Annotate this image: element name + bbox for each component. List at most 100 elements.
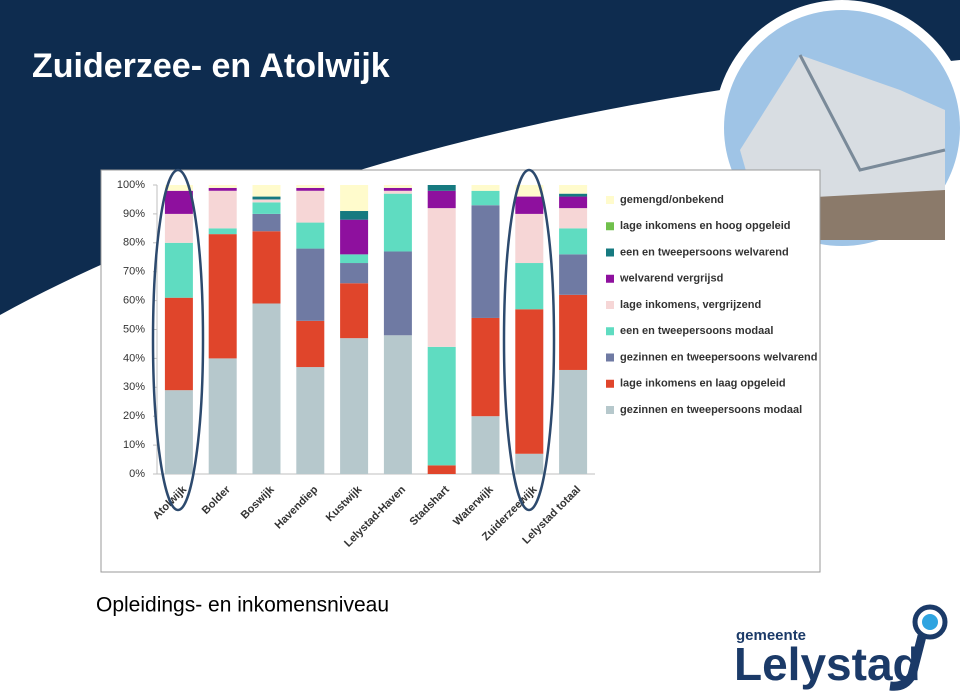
bar-segment bbox=[559, 369, 588, 474]
bar-segment bbox=[515, 213, 544, 264]
bar-segment bbox=[340, 254, 369, 264]
bar-segment bbox=[208, 187, 237, 191]
bar-segment bbox=[208, 190, 237, 229]
highlight-ellipse bbox=[151, 168, 205, 512]
bar-segment bbox=[471, 185, 500, 191]
bar-segment bbox=[296, 185, 325, 188]
logo-stroke bbox=[889, 634, 927, 691]
bar-segment bbox=[383, 251, 412, 336]
bar-segment bbox=[427, 208, 456, 347]
legend-label: lage inkomens en hoog opgeleid bbox=[620, 220, 791, 232]
bar-segment bbox=[208, 234, 237, 359]
y-tick-label: 80% bbox=[123, 237, 145, 249]
legend-label: een en tweepersoons modaal bbox=[620, 325, 773, 337]
bar-segment bbox=[252, 199, 281, 203]
bar-segment bbox=[164, 190, 193, 214]
bar-segment bbox=[164, 390, 193, 474]
bar-segment bbox=[252, 303, 281, 474]
bar-segment bbox=[559, 228, 588, 255]
bar-segment bbox=[515, 263, 544, 310]
bar-segment bbox=[296, 367, 325, 474]
bar-segment bbox=[296, 248, 325, 321]
bar-segment bbox=[383, 185, 412, 188]
logo: gemeente Lelystad bbox=[734, 604, 948, 691]
legend-swatch bbox=[606, 353, 614, 362]
bar-segment bbox=[340, 283, 369, 339]
legend-label: gezinnen en tweepersoons modaal bbox=[620, 404, 802, 416]
photo-detail bbox=[798, 54, 946, 172]
y-tick-label: 30% bbox=[123, 381, 145, 393]
y-tick-label: 90% bbox=[123, 208, 145, 220]
bar-segment bbox=[559, 185, 588, 194]
legend-swatch bbox=[606, 406, 614, 414]
bar-segment bbox=[515, 196, 544, 214]
bar-segment bbox=[164, 185, 193, 191]
bar-segment bbox=[296, 320, 325, 368]
bar-segment bbox=[559, 208, 588, 229]
bar-segment bbox=[515, 185, 544, 197]
bar-segment bbox=[252, 231, 281, 304]
bar-segment bbox=[340, 338, 369, 474]
legend-swatch bbox=[606, 248, 614, 257]
bar-segment bbox=[252, 185, 281, 197]
legend-label: lage inkomens, vergrijzend bbox=[620, 299, 761, 311]
bar-segment bbox=[515, 309, 544, 454]
legend-swatch bbox=[606, 222, 614, 231]
legend-label: lage inkomens en laag opgeleid bbox=[620, 378, 786, 390]
legend-swatch bbox=[606, 274, 614, 283]
bar-segment bbox=[471, 190, 500, 206]
legend-swatch bbox=[606, 327, 614, 336]
bar-segment bbox=[340, 211, 369, 220]
bar-segment bbox=[296, 190, 325, 223]
y-tick-label: 10% bbox=[123, 439, 145, 451]
y-tick-label: 20% bbox=[123, 410, 145, 422]
bar-segment bbox=[208, 358, 237, 474]
bar-segment bbox=[515, 453, 544, 474]
bar-segment bbox=[427, 465, 456, 474]
y-tick-label: 40% bbox=[123, 352, 145, 364]
bar-segment bbox=[471, 416, 500, 474]
bar-segment bbox=[252, 202, 281, 214]
y-tick-label: 60% bbox=[123, 295, 145, 307]
bar-segment bbox=[559, 193, 588, 197]
legend-label: gezinnen en tweepersoons welvarend bbox=[620, 351, 817, 363]
legend-swatch bbox=[606, 301, 614, 309]
bar-segment bbox=[383, 193, 412, 252]
bar-segment bbox=[208, 228, 237, 235]
bar-segment bbox=[471, 205, 500, 318]
y-tick-label: 50% bbox=[123, 323, 145, 335]
y-tick-label: 70% bbox=[123, 266, 145, 278]
bar-segment bbox=[383, 190, 412, 194]
bar-segment bbox=[164, 242, 193, 298]
bar-segment bbox=[252, 213, 281, 232]
logo-dot bbox=[922, 614, 938, 630]
header-band bbox=[0, 0, 960, 315]
legend-label: welvarend vergrijsd bbox=[619, 273, 723, 285]
bar-segment bbox=[559, 254, 588, 295]
bar-segment bbox=[559, 196, 588, 209]
legend-label: een en tweepersoons welvarend bbox=[620, 246, 789, 258]
logo-small: gemeente bbox=[736, 627, 806, 644]
bar-segment bbox=[427, 185, 456, 191]
bar-segment bbox=[296, 222, 325, 249]
legend-label: gemengd/onbekend bbox=[620, 194, 724, 206]
bar-segment bbox=[340, 219, 369, 255]
y-tick-label: 100% bbox=[117, 179, 145, 191]
bar-segment bbox=[340, 185, 369, 212]
slide-subtitle: Opleidings- en inkomensniveau bbox=[96, 594, 389, 617]
bar-segment bbox=[164, 297, 193, 391]
slide-title: Zuiderzee- en Atolwijk bbox=[32, 47, 390, 85]
bar-segment bbox=[208, 185, 237, 188]
bar-segment bbox=[383, 335, 412, 474]
bar-segment bbox=[559, 294, 588, 370]
highlight-ellipse bbox=[502, 168, 556, 512]
legend-swatch bbox=[606, 196, 614, 204]
bar-segment bbox=[252, 196, 281, 200]
bar-segment bbox=[340, 263, 369, 284]
bar-segment bbox=[427, 346, 456, 466]
legend-swatch bbox=[606, 379, 614, 388]
logo-name: Lelystad bbox=[734, 638, 921, 690]
y-tick-label: 0% bbox=[129, 468, 145, 480]
bar-segment bbox=[296, 187, 325, 191]
